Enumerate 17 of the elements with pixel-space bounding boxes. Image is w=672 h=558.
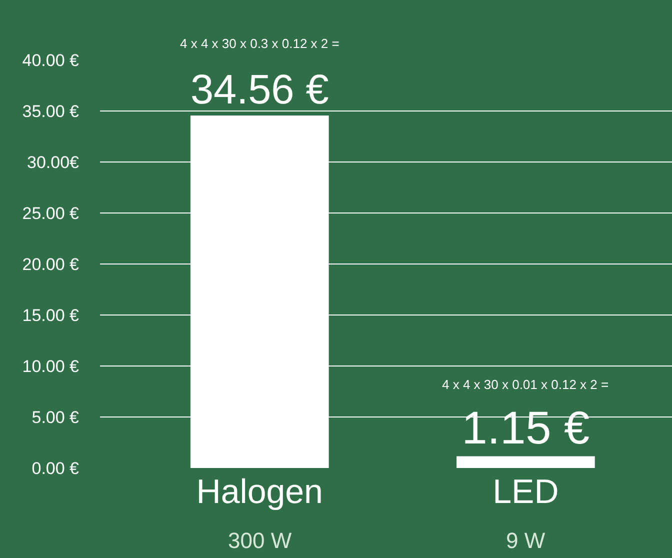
y-tick-label: 0.00 € — [32, 458, 80, 478]
text: 300 W — [228, 528, 292, 553]
x-tick-label: Halogen — [196, 473, 323, 511]
y-tick-label: 25.00 € — [22, 204, 80, 223]
y-tick-label: 30.00€ — [27, 152, 80, 172]
y-tick-label: 10.00 € — [22, 356, 80, 376]
text: 4 x 4 x 30 x 0.3 x 0.12 x 2 = — [180, 36, 340, 51]
y-tick-label: 15.00 € — [22, 306, 80, 325]
y-tick-label: 5.00 € — [32, 408, 80, 427]
y-tick-label: 20.00 € — [22, 254, 80, 274]
x-tick-label: LED — [492, 473, 559, 511]
text: 9 W — [506, 528, 546, 553]
data-label: 1.15 € — [462, 401, 590, 454]
annotation: 4 x 4 x 30 x 0.01 x 0.12 x 2 = — [442, 377, 609, 392]
y-tick-label: 35.00 € — [22, 102, 80, 121]
y-tick-label: 40.00 € — [22, 50, 80, 70]
data-label: 34.56 € — [190, 65, 329, 112]
